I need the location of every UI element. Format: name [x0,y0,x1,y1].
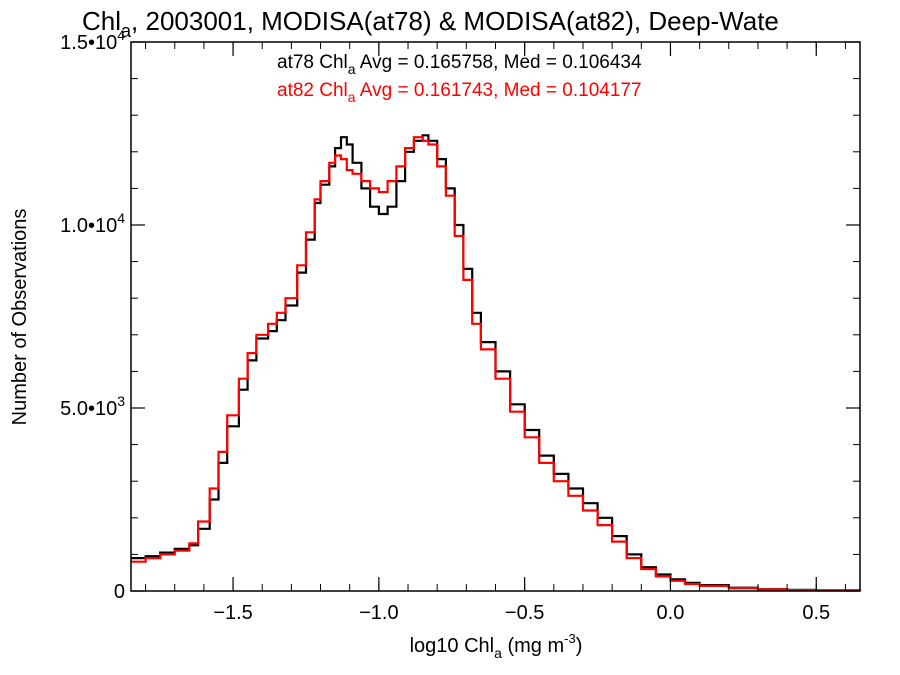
y-tick-label: 1.0•104 [60,210,125,237]
y-axis-label: Number of Observations [9,209,31,426]
series-line-at82 [131,136,862,592]
x-tick-label: 0.0 [657,602,685,624]
annotation-at78: at78 Chla Avg = 0.165758, Med = 0.106434 [277,52,642,77]
plot-frame [130,41,861,592]
y-tick-label: 0 [114,581,125,603]
x-tick-label: −1.0 [359,602,398,624]
x-axis-label: log10 Chla (mg m-3) [410,631,583,661]
y-tick-label: 5.0•103 [60,393,125,420]
x-tick-label: −1.5 [213,602,252,624]
y-axis-ticks: 0 5.0•103 1.0•104 1.5•104 [60,27,860,603]
x-tick-label: −0.5 [505,602,544,624]
y-tick-label: 1.5•104 [60,27,125,54]
annotation-at82: at82 Chla Avg = 0.161743, Med = 0.104177 [277,80,642,105]
x-tick-label: 0.5 [802,602,830,624]
x-axis-ticks: −1.5 −1.0 −0.5 0.0 0.5 [145,42,846,624]
series-layer [131,134,862,592]
chart-title: Chla, 2003001, MODISA(at78) & MODISA(at8… [82,6,779,41]
stats-annotations: at78 Chla Avg = 0.165758, Med = 0.106434… [277,52,642,105]
